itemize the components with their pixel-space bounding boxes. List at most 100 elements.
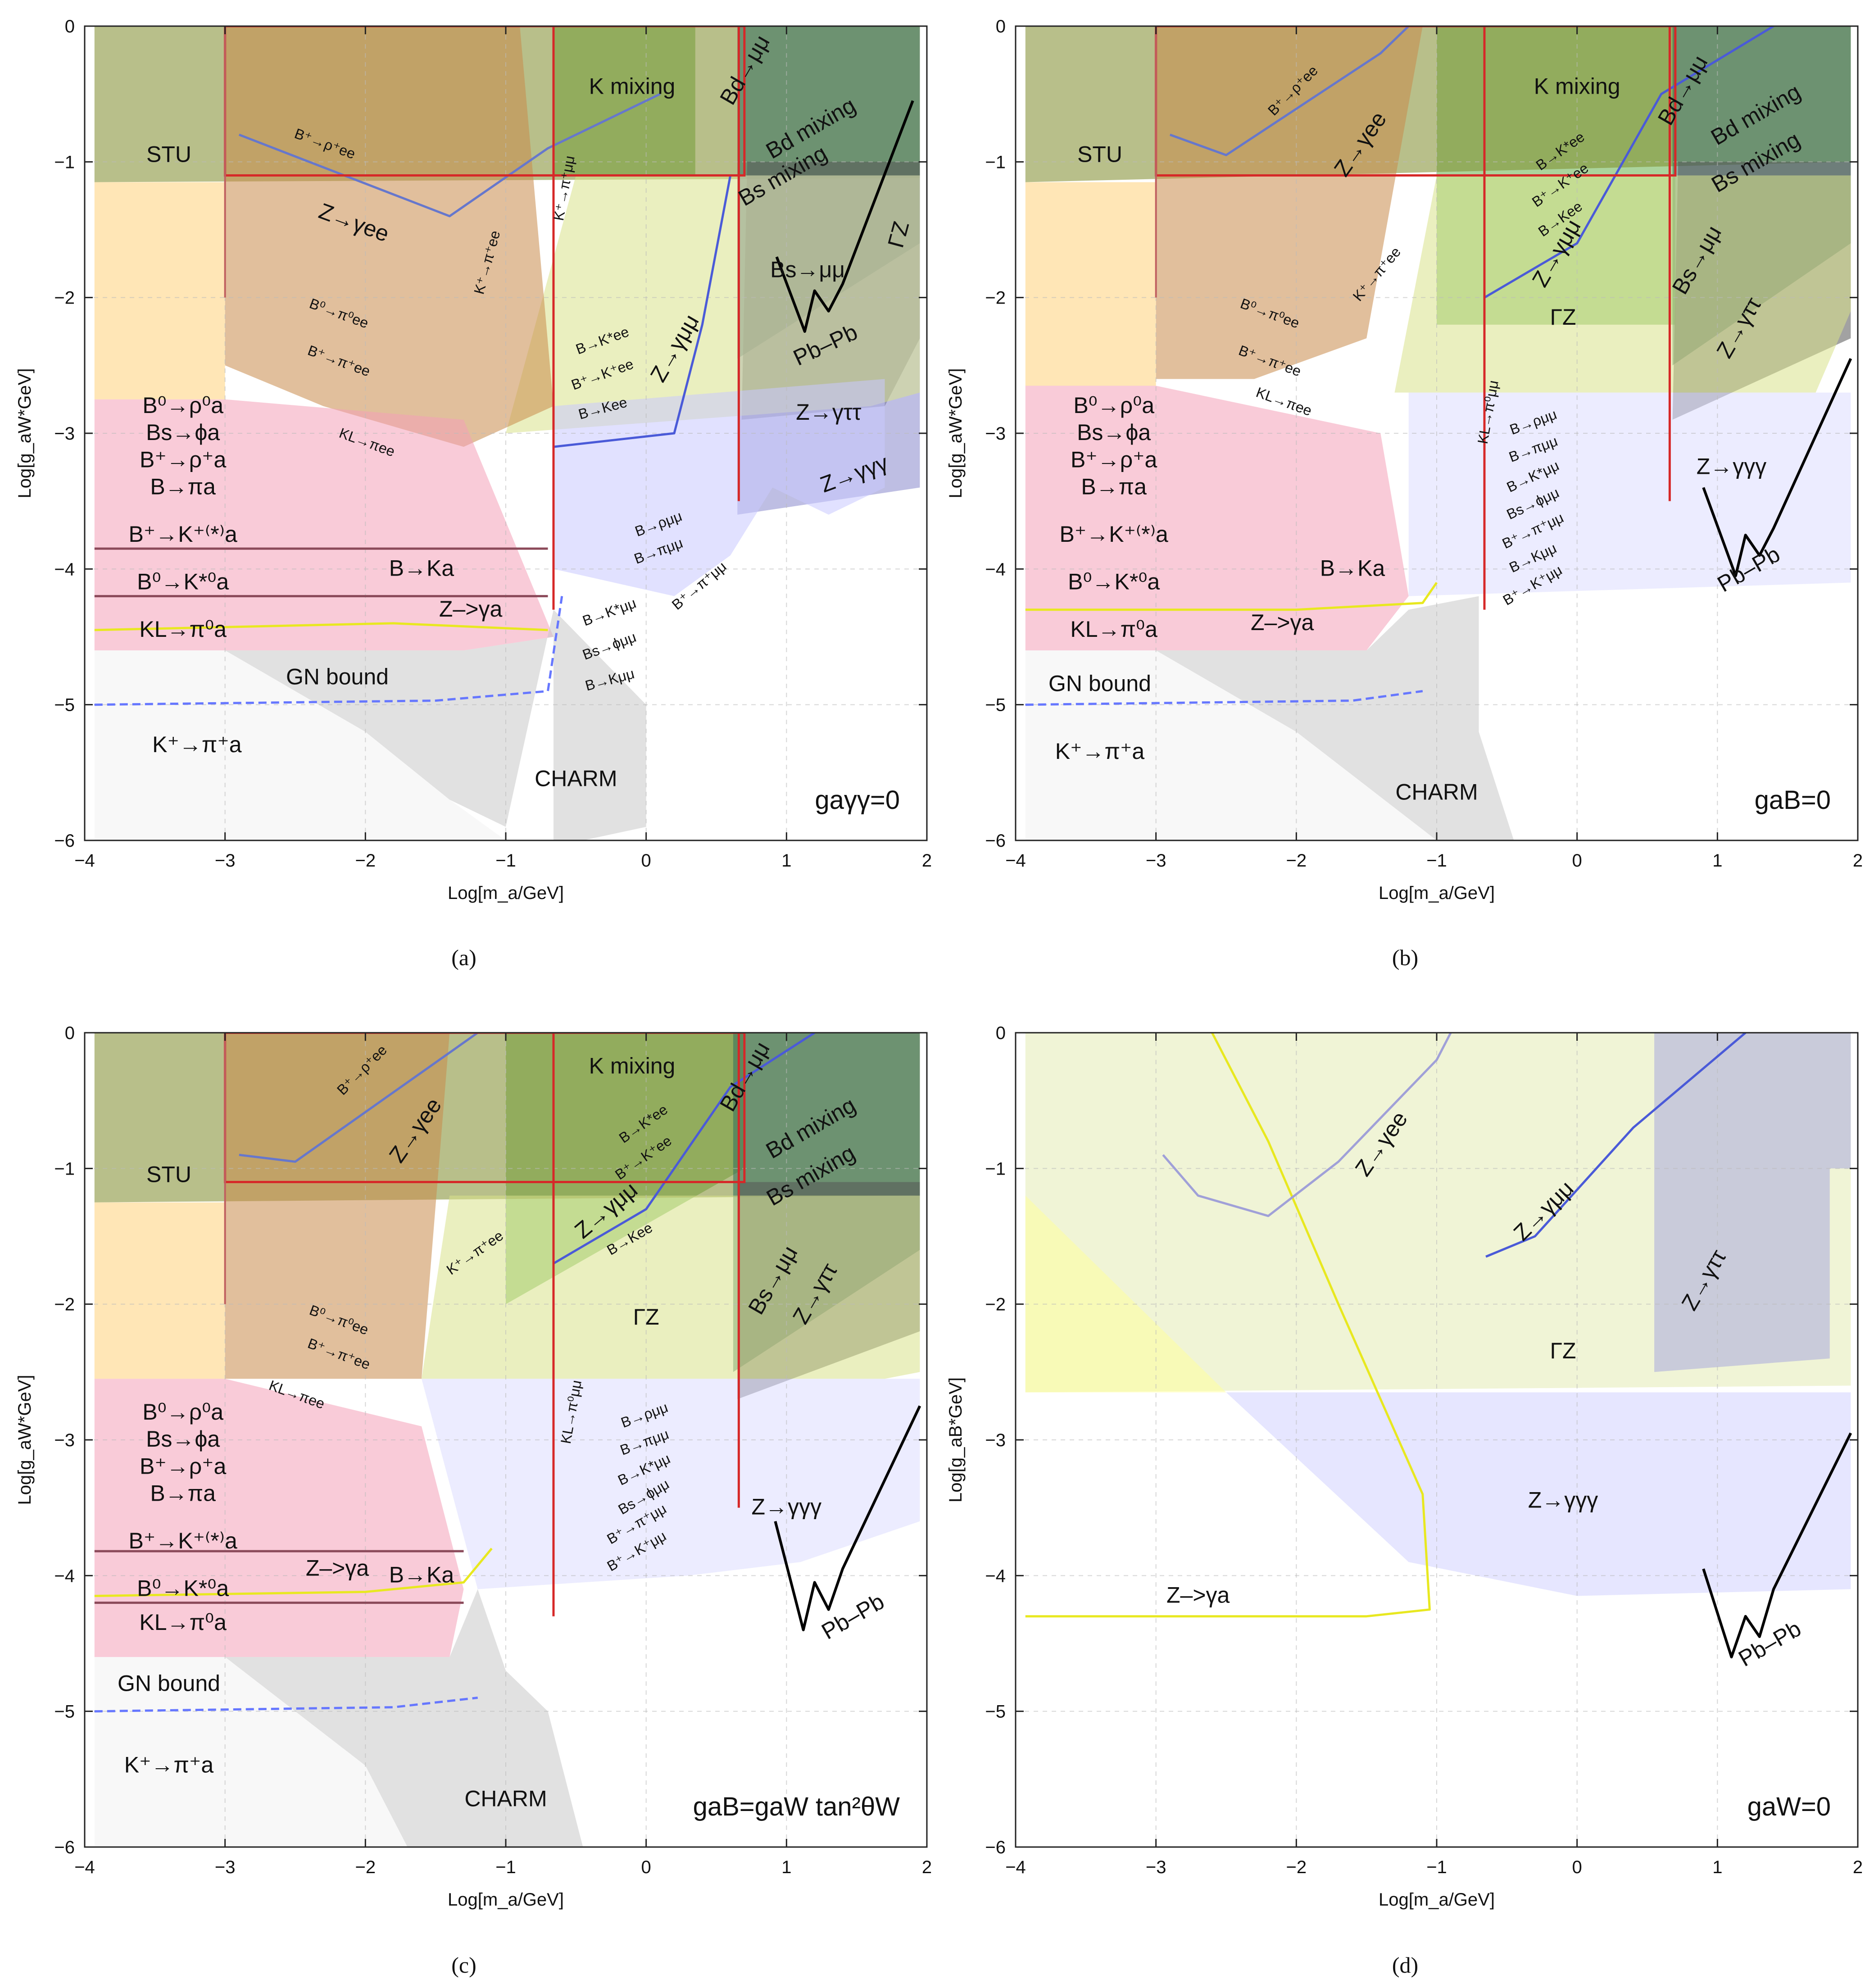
region-label: K⁺→π⁺a	[152, 732, 242, 757]
region-label: B⁰→ρ⁰a	[1073, 393, 1154, 418]
panel-caption: (b)	[1392, 945, 1418, 970]
y-tick-label: −2	[985, 288, 1006, 308]
x-tick-label: 1	[781, 851, 791, 871]
x-axis-label: Log[m_a/GeV]	[448, 1890, 564, 1910]
x-tick-label: 0	[641, 851, 651, 871]
x-tick-label: −3	[215, 851, 236, 871]
region-label: B⁰→ρ⁰a	[142, 1399, 223, 1425]
y-tick-label: −3	[54, 1430, 75, 1450]
region-Z→γee	[225, 1033, 450, 1379]
region-label: Z–>γa	[1166, 1583, 1230, 1608]
region-Γ_Z	[506, 175, 920, 433]
region-CHARM	[1156, 596, 1514, 840]
curve-Z–>γa	[94, 1548, 493, 1597]
panel-d: −4 −3 −2 −1 0 1 2 0 −1 −2 −3 −4 −5 −6 Log[m_a/GeV] Log[…	[946, 1023, 1863, 1978]
x-tick-label: 1	[1712, 1857, 1722, 1877]
region-Z→γγγ	[1408, 392, 1851, 596]
x-axis-label: Log[m_a/GeV]	[448, 883, 564, 903]
panel-b: −4 −3 −2 −1 0 1 2 0 −1 −2 −3 −4 −5 −6 Log[m_a/GeV] Log[…	[946, 17, 1863, 970]
region-label: K⁺→π⁺a	[124, 1752, 214, 1777]
region-label: GN bound	[118, 1670, 220, 1696]
x-tick-label: −2	[1286, 851, 1307, 871]
y-tick-label: 0	[996, 1023, 1006, 1043]
region-Z→γee	[1156, 26, 1423, 379]
x-tick-label: −1	[1426, 851, 1447, 871]
region-B⁰→ρ⁰a	[94, 182, 225, 399]
curve-Z→γμμ	[1485, 1033, 1747, 1258]
region-label: B⁺→ρ⁺a	[1071, 447, 1157, 472]
y-tick-label: 0	[65, 1023, 75, 1043]
curve-B⁺→ρ⁺ee	[239, 1033, 479, 1163]
region-label: GN bound	[1048, 671, 1151, 696]
y-tick-label: −6	[54, 1838, 75, 1857]
panel-a: −4 −3 −2 −1 0 1 2 0 −1 −2 −3 −4 −5 −6 Log[m_a/GeV] Log[…	[15, 17, 932, 970]
x-tick-label: −3	[1146, 851, 1166, 871]
curve-Z→γμμ	[553, 175, 732, 448]
region-label: Z→γττ	[796, 399, 861, 425]
region-label: B→πa	[150, 474, 216, 499]
x-tick-label: −1	[495, 851, 516, 871]
region-Γ_Z	[422, 1195, 920, 1379]
y-tick-label: −1	[54, 1159, 75, 1179]
plot-body	[85, 26, 927, 840]
x-tick-label: −4	[74, 1857, 95, 1877]
region-label: B⁺→K⁺⁽*⁾a	[129, 522, 238, 547]
region-label: B⁺→K⁺⁽*⁾a	[129, 1528, 238, 1553]
panel-annotation: gaB=0	[1755, 785, 1831, 815]
region-label: K mixing	[589, 74, 676, 99]
region-label: B⁰→K*⁰a	[1068, 569, 1160, 595]
x-tick-label: 1	[1712, 851, 1722, 871]
y-tick-label: −1	[985, 152, 1006, 172]
region-label: B⁰→K*⁰a	[137, 569, 229, 595]
region-label: ΓZ	[1550, 1338, 1576, 1363]
region-CHARM	[225, 1589, 583, 1847]
y-tick-label: −6	[54, 831, 75, 851]
region-K⁺→π⁺a	[94, 650, 506, 840]
region-label: KL→π⁰a	[139, 617, 227, 642]
x-tick-label: 0	[1572, 1857, 1582, 1877]
x-tick-label: 1	[781, 1857, 791, 1877]
x-axis-label: Log[m_a/GeV]	[1379, 883, 1495, 903]
curve-GN bound	[94, 596, 563, 706]
x-tick-label: −3	[215, 1857, 236, 1877]
region-label: Z–>γa	[439, 596, 503, 622]
y-tick-label: −4	[985, 559, 1006, 579]
curve-Pb–Pb	[1702, 1432, 1852, 1659]
x-tick-label: −1	[495, 1857, 516, 1877]
y-tick-label: −4	[54, 1566, 75, 1586]
region-Z→γee	[1025, 1195, 1226, 1393]
plot-body	[1016, 26, 1858, 840]
x-tick-label: −2	[1286, 1857, 1307, 1877]
y-tick-label: −3	[54, 424, 75, 444]
x-tick-label: −2	[355, 1857, 376, 1877]
curve-B⁺→ρ⁺ee	[1169, 26, 1410, 156]
region-Γ_Z	[1394, 175, 1851, 393]
plot-body	[85, 1033, 927, 1847]
region-label: Bs→ϕa	[146, 420, 220, 445]
region-label: B→Ka	[389, 1562, 454, 1587]
y-tick-label: −2	[985, 1295, 1006, 1315]
region-label: B⁺→ρ⁺a	[140, 1453, 227, 1479]
x-tick-label: −4	[1005, 851, 1026, 871]
y-tick-label: −2	[54, 1295, 75, 1315]
y-tick-label: −5	[985, 695, 1006, 715]
region-label: B⁺→ρ⁺a	[140, 447, 227, 472]
region-label: Bs→ϕa	[146, 1426, 220, 1452]
region-CHARM	[225, 609, 646, 840]
x-tick-label: 0	[641, 1857, 651, 1877]
y-tick-label: −4	[54, 559, 75, 579]
panel-annotation: gaγγ=0	[815, 785, 900, 815]
y-tick-label: 0	[996, 17, 1006, 36]
y-tick-label: 0	[65, 17, 75, 36]
curve-Pb–Pb	[774, 1405, 921, 1631]
x-tick-label: 2	[1853, 851, 1863, 871]
y-tick-label: −5	[54, 1702, 75, 1722]
region-B→Ka	[94, 399, 554, 651]
x-tick-label: −2	[355, 851, 376, 871]
region-label: ΓZ	[1550, 304, 1576, 330]
y-tick-label: −3	[985, 1430, 1006, 1450]
x-tick-label: −1	[1426, 1857, 1447, 1877]
x-tick-label: 2	[922, 851, 932, 871]
region-label: STU	[1077, 141, 1122, 167]
x-tick-label: 2	[1853, 1857, 1863, 1877]
